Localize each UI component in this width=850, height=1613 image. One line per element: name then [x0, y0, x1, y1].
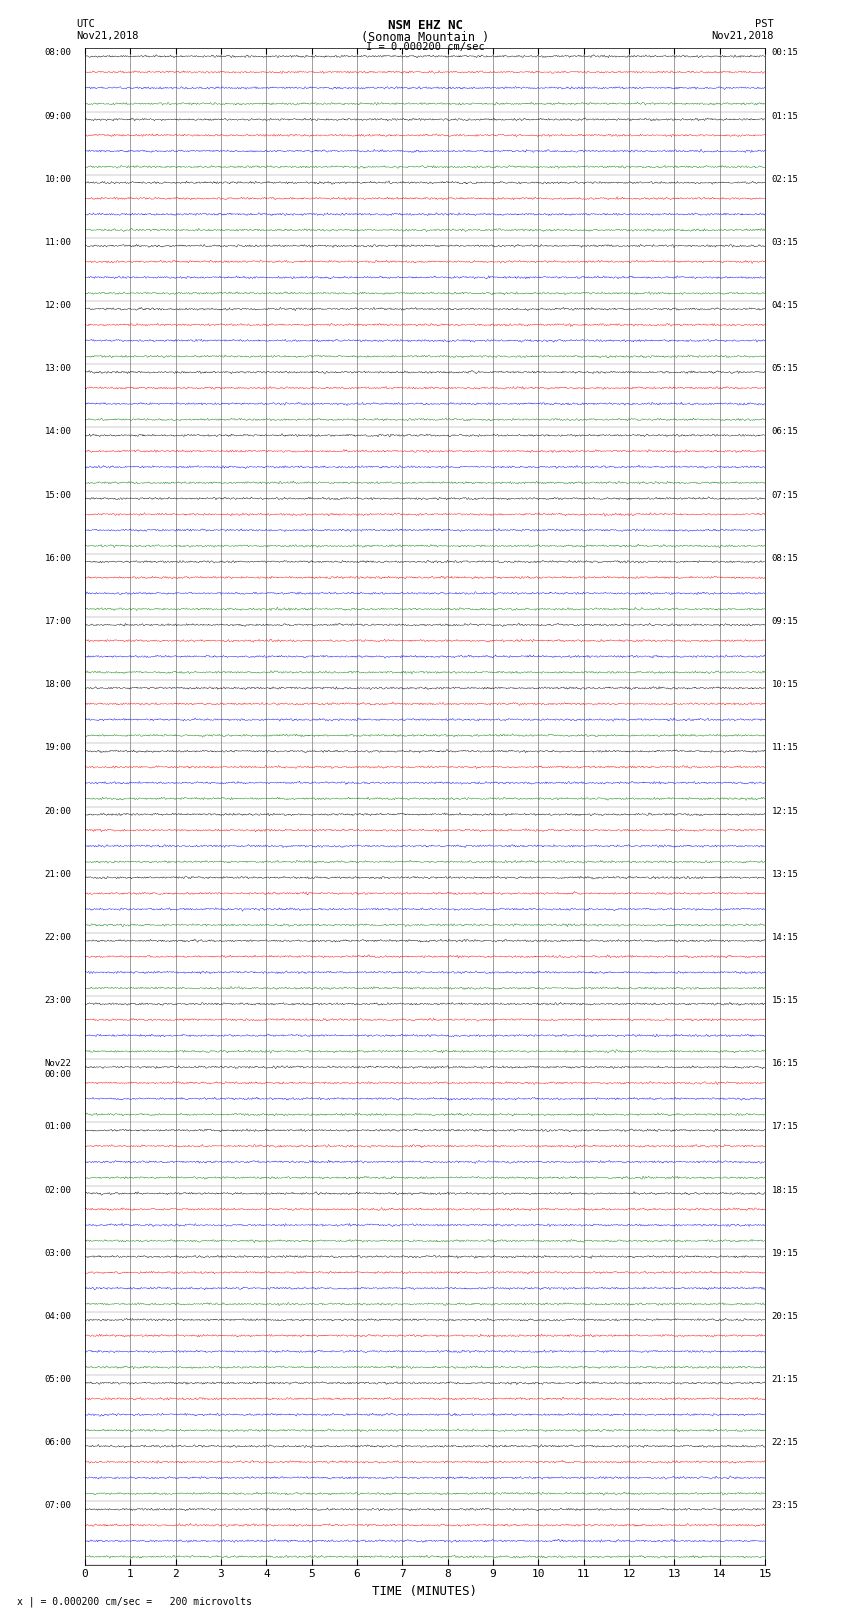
Text: 08:00: 08:00	[44, 48, 71, 58]
Text: 13:00: 13:00	[44, 365, 71, 373]
Text: 10:15: 10:15	[772, 681, 799, 689]
Text: 13:15: 13:15	[772, 869, 799, 879]
Text: Nov21,2018: Nov21,2018	[76, 31, 139, 40]
Text: 12:15: 12:15	[772, 806, 799, 816]
Text: 11:15: 11:15	[772, 744, 799, 752]
Text: 18:15: 18:15	[772, 1186, 799, 1195]
Text: 02:00: 02:00	[44, 1186, 71, 1195]
Text: I = 0.000200 cm/sec: I = 0.000200 cm/sec	[366, 42, 484, 52]
X-axis label: TIME (MINUTES): TIME (MINUTES)	[372, 1586, 478, 1598]
Text: 01:15: 01:15	[772, 111, 799, 121]
Text: 09:15: 09:15	[772, 618, 799, 626]
Text: 18:00: 18:00	[44, 681, 71, 689]
Text: 03:00: 03:00	[44, 1248, 71, 1258]
Text: (Sonoma Mountain ): (Sonoma Mountain )	[361, 31, 489, 44]
Text: 06:00: 06:00	[44, 1439, 71, 1447]
Text: 14:00: 14:00	[44, 427, 71, 437]
Text: 02:15: 02:15	[772, 174, 799, 184]
Text: UTC: UTC	[76, 19, 95, 29]
Text: 06:15: 06:15	[772, 427, 799, 437]
Text: 05:00: 05:00	[44, 1374, 71, 1384]
Text: 15:00: 15:00	[44, 490, 71, 500]
Text: 19:00: 19:00	[44, 744, 71, 752]
Text: 04:15: 04:15	[772, 302, 799, 310]
Text: 01:00: 01:00	[44, 1123, 71, 1131]
Text: 20:00: 20:00	[44, 806, 71, 816]
Text: 14:15: 14:15	[772, 932, 799, 942]
Text: 00:15: 00:15	[772, 48, 799, 58]
Text: 16:15: 16:15	[772, 1060, 799, 1068]
Text: 07:15: 07:15	[772, 490, 799, 500]
Text: 08:15: 08:15	[772, 553, 799, 563]
Text: 12:00: 12:00	[44, 302, 71, 310]
Text: 21:00: 21:00	[44, 869, 71, 879]
Text: PST: PST	[755, 19, 774, 29]
Text: 19:15: 19:15	[772, 1248, 799, 1258]
Text: 23:15: 23:15	[772, 1502, 799, 1510]
Text: Nov21,2018: Nov21,2018	[711, 31, 774, 40]
Text: 10:00: 10:00	[44, 174, 71, 184]
Text: 11:00: 11:00	[44, 239, 71, 247]
Text: 07:00: 07:00	[44, 1502, 71, 1510]
Text: 04:00: 04:00	[44, 1311, 71, 1321]
Text: 23:00: 23:00	[44, 997, 71, 1005]
Text: 15:15: 15:15	[772, 997, 799, 1005]
Text: 20:15: 20:15	[772, 1311, 799, 1321]
Text: 22:15: 22:15	[772, 1439, 799, 1447]
Text: 09:00: 09:00	[44, 111, 71, 121]
Text: NSM EHZ NC: NSM EHZ NC	[388, 19, 462, 32]
Text: 17:15: 17:15	[772, 1123, 799, 1131]
Text: 21:15: 21:15	[772, 1374, 799, 1384]
Text: 22:00: 22:00	[44, 932, 71, 942]
Text: Nov22
00:00: Nov22 00:00	[44, 1060, 71, 1079]
Text: 17:00: 17:00	[44, 618, 71, 626]
Text: 16:00: 16:00	[44, 553, 71, 563]
Text: 05:15: 05:15	[772, 365, 799, 373]
Text: 03:15: 03:15	[772, 239, 799, 247]
Text: x | = 0.000200 cm/sec =   200 microvolts: x | = 0.000200 cm/sec = 200 microvolts	[17, 1595, 252, 1607]
